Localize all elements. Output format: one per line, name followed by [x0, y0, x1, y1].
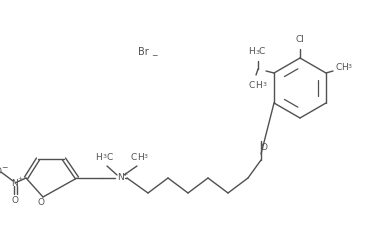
Text: −: − — [1, 164, 7, 173]
Text: O: O — [11, 196, 19, 205]
Text: N: N — [117, 174, 124, 182]
Text: C: C — [249, 80, 255, 89]
Text: O: O — [38, 198, 44, 207]
Text: H: H — [136, 153, 143, 162]
Text: 3: 3 — [255, 50, 259, 54]
Text: −: − — [151, 52, 157, 61]
Text: 3: 3 — [103, 155, 107, 159]
Text: 3: 3 — [144, 155, 148, 159]
Text: C: C — [336, 62, 342, 71]
Text: +: + — [17, 176, 23, 182]
Text: H: H — [96, 153, 102, 162]
Text: Br: Br — [138, 47, 148, 57]
Text: 3: 3 — [262, 83, 266, 87]
Text: C: C — [131, 153, 137, 162]
Text: C: C — [259, 47, 265, 57]
Text: H: H — [255, 80, 262, 89]
Text: C: C — [107, 153, 113, 162]
Text: 3: 3 — [348, 64, 352, 69]
Text: H: H — [341, 62, 348, 71]
Text: N: N — [12, 179, 18, 188]
Text: O: O — [0, 167, 2, 176]
Text: +: + — [122, 172, 128, 176]
Text: H: H — [247, 47, 254, 57]
Text: Cl: Cl — [296, 35, 304, 44]
Text: O: O — [260, 142, 268, 151]
